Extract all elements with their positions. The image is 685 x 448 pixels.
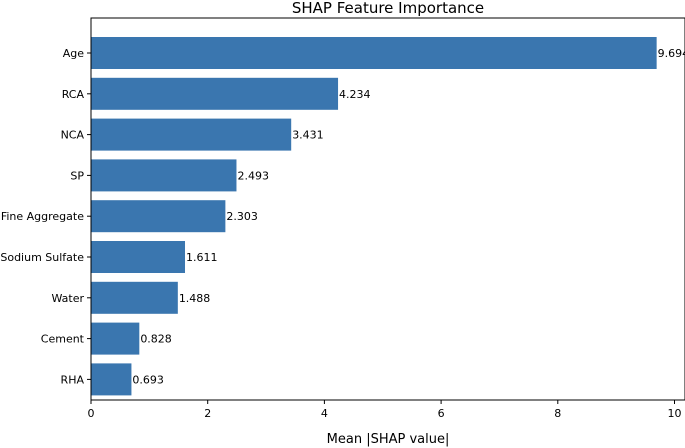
bar-sp xyxy=(91,159,237,192)
y-tick-label: Water xyxy=(51,292,84,305)
bars-group xyxy=(91,37,657,396)
bar-fine-aggregate xyxy=(91,200,226,233)
x-tick-label: 6 xyxy=(438,407,445,420)
chart-title: SHAP Feature Importance xyxy=(292,0,484,17)
y-tick-label: Age xyxy=(63,47,85,60)
y-tick-label: RCA xyxy=(62,88,85,101)
x-tick-label: 4 xyxy=(321,407,328,420)
y-tick-label: Fine Aggregate xyxy=(1,210,84,223)
value-label: 0.828 xyxy=(140,333,172,346)
x-tick-label: 0 xyxy=(88,407,95,420)
value-label: 0.693 xyxy=(132,373,164,386)
y-tick-label: NCA xyxy=(61,129,85,142)
value-labels-group: 9.694 4.234 3.431 2.493 2.303 1.611 1.488 0.828… xyxy=(132,47,685,386)
y-tick-label: SP xyxy=(70,169,84,182)
bar-sodium-sulfate xyxy=(91,241,186,273)
y-tick-label: Sodium Sulfate xyxy=(0,251,84,264)
bar-water xyxy=(91,281,178,314)
value-label: 1.611 xyxy=(186,251,218,264)
bar-rha xyxy=(91,363,132,396)
bar-age xyxy=(91,37,657,69)
y-tick-label: RHA xyxy=(61,373,85,386)
x-axis: 0 2 4 6 8 10 xyxy=(88,400,681,420)
value-label: 1.488 xyxy=(179,292,211,305)
value-label: 3.431 xyxy=(292,129,324,142)
y-tick-label: Cement xyxy=(41,333,85,346)
y-axis: Age RCA NCA SP Fine Aggregate Sodium Sulfate W… xyxy=(0,47,91,386)
bar-cement xyxy=(91,322,140,355)
x-tick-label: 10 xyxy=(667,407,681,420)
x-axis-label: Mean |SHAP value| xyxy=(327,432,450,447)
value-label: 2.303 xyxy=(226,210,258,223)
value-label: 9.694 xyxy=(658,47,685,60)
x-tick-label: 2 xyxy=(204,407,211,420)
bar-rca xyxy=(91,77,339,110)
x-tick-label: 8 xyxy=(554,407,561,420)
value-label: 2.493 xyxy=(237,169,269,182)
value-label: 4.234 xyxy=(339,88,371,101)
bar-nca xyxy=(91,118,292,151)
plot-frame xyxy=(90,17,685,401)
